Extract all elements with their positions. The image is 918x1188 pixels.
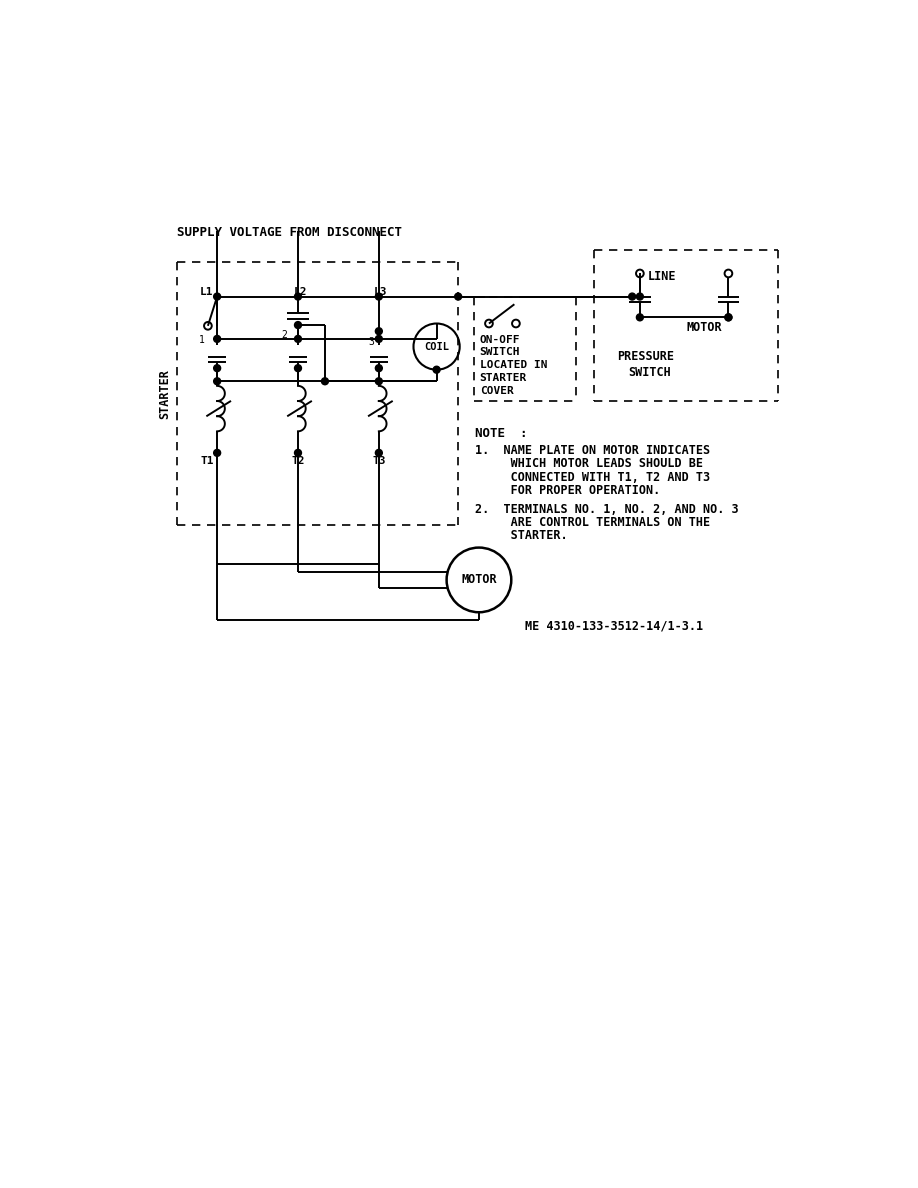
Text: T2: T2 (292, 456, 306, 466)
Text: COIL: COIL (424, 342, 449, 352)
Text: LOCATED IN: LOCATED IN (480, 360, 547, 369)
Text: L3: L3 (375, 287, 387, 297)
Text: 2: 2 (281, 329, 287, 340)
Circle shape (375, 365, 382, 372)
Text: LINE: LINE (647, 270, 676, 283)
Circle shape (725, 314, 732, 321)
Circle shape (214, 365, 220, 372)
Text: SWITCH: SWITCH (628, 366, 671, 379)
Text: STARTER.: STARTER. (476, 529, 567, 542)
Text: STARTER: STARTER (480, 373, 527, 383)
Text: 1.  NAME PLATE ON MOTOR INDICATES: 1. NAME PLATE ON MOTOR INDICATES (476, 444, 711, 457)
Circle shape (636, 293, 644, 301)
Circle shape (375, 378, 382, 385)
Text: T1: T1 (200, 456, 214, 466)
Text: ARE CONTROL TERMINALS ON THE: ARE CONTROL TERMINALS ON THE (476, 516, 711, 529)
Circle shape (725, 314, 732, 321)
Text: SUPPLY VOLTAGE FROM DISCONNECT: SUPPLY VOLTAGE FROM DISCONNECT (177, 226, 402, 239)
Text: L2: L2 (294, 287, 307, 297)
Circle shape (375, 335, 382, 342)
Circle shape (295, 449, 301, 456)
Circle shape (295, 365, 301, 372)
Text: COVER: COVER (480, 386, 513, 396)
Text: PRESSURE: PRESSURE (617, 350, 674, 364)
Circle shape (214, 335, 220, 342)
Circle shape (295, 335, 301, 342)
Text: L1: L1 (200, 287, 214, 297)
Circle shape (375, 293, 382, 301)
Circle shape (214, 449, 220, 456)
Circle shape (295, 322, 301, 329)
Circle shape (375, 449, 382, 456)
Circle shape (433, 366, 440, 373)
Text: 2.  TERMINALS NO. 1, NO. 2, AND NO. 3: 2. TERMINALS NO. 1, NO. 2, AND NO. 3 (476, 503, 739, 516)
Circle shape (454, 293, 462, 301)
Circle shape (295, 293, 301, 301)
Text: MOTOR: MOTOR (686, 321, 722, 334)
Circle shape (636, 314, 644, 321)
Text: ON-OFF: ON-OFF (480, 335, 521, 345)
Circle shape (214, 378, 220, 385)
Text: T3: T3 (373, 456, 386, 466)
Text: SWITCH: SWITCH (480, 347, 521, 356)
Text: 1: 1 (198, 335, 205, 345)
Circle shape (214, 293, 220, 301)
Text: CONNECTED WITH T1, T2 AND T3: CONNECTED WITH T1, T2 AND T3 (476, 470, 711, 484)
Text: FOR PROPER OPERATION.: FOR PROPER OPERATION. (476, 484, 660, 497)
Text: ME 4310-133-3512-14/1-3.1: ME 4310-133-3512-14/1-3.1 (525, 620, 703, 633)
Circle shape (375, 328, 382, 335)
Text: NOTE  :: NOTE : (476, 428, 528, 441)
Text: STARTER: STARTER (158, 368, 172, 418)
Circle shape (321, 378, 329, 385)
Text: WHICH MOTOR LEADS SHOULD BE: WHICH MOTOR LEADS SHOULD BE (476, 457, 703, 470)
Text: 3: 3 (368, 336, 374, 347)
Text: MOTOR: MOTOR (461, 574, 497, 587)
Circle shape (629, 293, 635, 301)
